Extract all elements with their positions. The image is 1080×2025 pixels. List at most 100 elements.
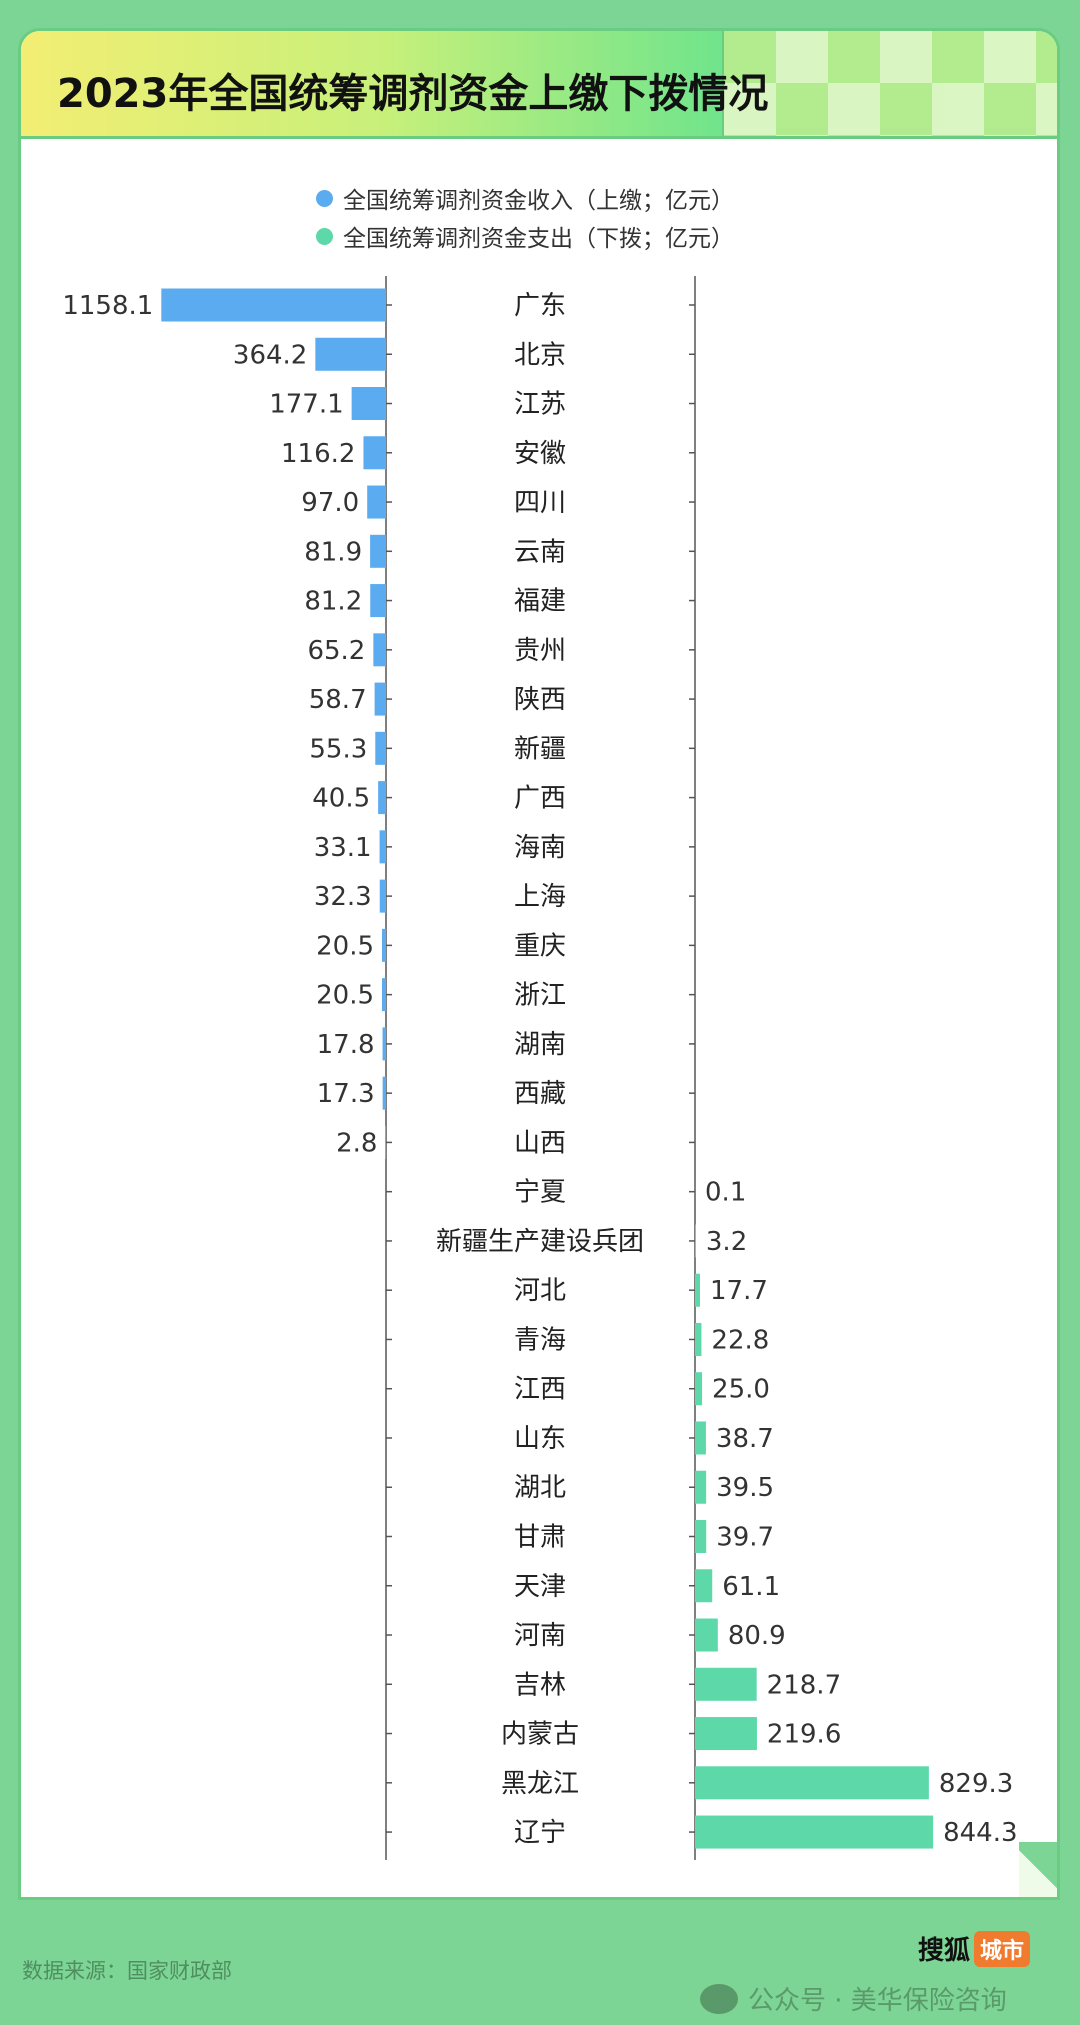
category-label: 江西 [514, 1375, 566, 1405]
expense-value-label: 844.3 [943, 1818, 1017, 1848]
expense-bar [695, 1372, 703, 1406]
category-label: 广西 [514, 784, 566, 814]
expense-bar [695, 1667, 757, 1701]
income-bar [374, 682, 386, 716]
income-bar [370, 584, 386, 618]
income-value-label: 17.3 [317, 1079, 375, 1109]
income-bar [382, 978, 386, 1012]
header-banner: 2023年全国统筹调剂资金上缴下拨情况 [21, 31, 1057, 139]
expense-bar [695, 1766, 929, 1800]
expense-value-label: 38.7 [716, 1424, 774, 1454]
expense-bar [695, 1520, 707, 1553]
income-bar [382, 928, 386, 962]
income-value-label: 17.8 [317, 1030, 375, 1060]
category-label: 新疆生产建设兵团 [436, 1227, 644, 1257]
expense-value-label: 80.9 [728, 1621, 786, 1651]
legend-income-dot [316, 189, 333, 207]
category-label: 黑龙江 [501, 1769, 579, 1799]
legend-expense-dot [316, 227, 333, 245]
expense-value-label: 39.7 [716, 1523, 774, 1553]
income-bar [161, 288, 386, 322]
expense-bar [695, 1273, 700, 1307]
income-value-label: 58.7 [309, 685, 367, 715]
income-value-label: 20.5 [316, 931, 374, 961]
chart-title: 2023年全国统筹调剂资金上缴下拨情况 [57, 71, 769, 117]
income-bar [382, 1076, 386, 1110]
category-label: 辽宁 [514, 1818, 566, 1848]
expense-value-label: 3.2 [706, 1227, 747, 1257]
category-label: 海南 [514, 833, 566, 863]
chart-card: 2023年全国统筹调剂资金上缴下拨情况 全国统筹调剂资金收入（上缴；亿元） 全国… [18, 28, 1060, 1900]
category-label: 甘肃 [514, 1523, 566, 1553]
expense-bar [695, 1618, 718, 1652]
income-bar [351, 387, 386, 421]
category-label: 湖南 [514, 1030, 566, 1060]
expense-value-label: 0.1 [705, 1178, 746, 1208]
expense-value-label: 219.6 [767, 1720, 841, 1750]
expense-bar [695, 1322, 702, 1356]
category-label: 新疆 [514, 734, 566, 764]
income-value-label: 2.8 [336, 1128, 377, 1158]
expense-value-label: 22.8 [711, 1325, 769, 1355]
income-value-label: 177.1 [269, 390, 343, 420]
category-label: 云南 [514, 537, 566, 567]
wechat-icon [700, 1983, 738, 2014]
expense-value-label: 61.1 [722, 1572, 780, 1602]
expense-bar [695, 1815, 934, 1849]
category-label: 内蒙古 [501, 1720, 579, 1750]
category-label: 青海 [514, 1325, 566, 1355]
expense-value-label: 218.7 [767, 1670, 841, 1700]
income-bar [373, 633, 386, 667]
expense-bar [695, 1421, 706, 1455]
category-label: 天津 [514, 1572, 566, 1602]
income-bar [315, 337, 386, 371]
category-label: 安徽 [514, 439, 566, 469]
income-value-label: 55.3 [309, 734, 367, 764]
income-bar [385, 1125, 386, 1159]
income-value-label: 116.2 [281, 439, 355, 469]
category-label: 宁夏 [514, 1178, 566, 1208]
category-label: 广东 [514, 291, 566, 321]
category-label: 北京 [514, 340, 566, 370]
income-value-label: 33.1 [314, 833, 372, 863]
category-label: 山东 [514, 1424, 566, 1454]
category-label: 四川 [514, 488, 566, 518]
checker-decoration [722, 31, 1057, 136]
category-label: 上海 [514, 882, 566, 912]
sohu-text: 搜狐 [918, 1936, 971, 1966]
category-label: 江苏 [514, 390, 566, 420]
category-label: 福建 [514, 587, 566, 617]
expense-value-label: 25.0 [712, 1375, 770, 1405]
expense-bar [695, 1569, 713, 1603]
category-label: 西藏 [514, 1079, 566, 1109]
category-label: 河北 [514, 1276, 566, 1306]
income-bar [367, 485, 386, 519]
category-label: 河南 [514, 1621, 566, 1651]
income-bar [363, 436, 386, 470]
income-bar [378, 781, 386, 815]
sohu-logo: 搜狐 城市 [918, 1930, 1031, 1967]
legend-income-label: 全国统筹调剂资金收入（上缴；亿元） [343, 188, 734, 214]
bar-chart: 广东 1158.1 北京 364.2 江苏 177.1 安徽 116.2 四川 97.0 云南 81.… [62, 276, 1018, 1861]
income-value-label: 97.0 [301, 488, 359, 518]
expense-bar [695, 1470, 707, 1504]
income-bar [379, 830, 386, 864]
category-label: 山西 [514, 1128, 566, 1158]
income-value-label: 364.2 [233, 340, 307, 370]
expense-value-label: 39.5 [716, 1473, 774, 1503]
page-fold-decoration [1019, 1842, 1057, 1897]
data-source: 数据来源：国家财政部 [22, 1959, 232, 1983]
expense-bar [695, 1224, 696, 1258]
legend-expense-label: 全国统筹调剂资金支出（下拨；亿元） [343, 226, 734, 252]
income-value-label: 20.5 [316, 981, 374, 1011]
income-bar [370, 534, 386, 568]
legend-expense: 全国统筹调剂资金支出（下拨；亿元） [316, 219, 734, 253]
income-bar [375, 731, 386, 765]
category-label: 贵州 [514, 636, 566, 666]
wechat-watermark: 公众号 · 美华保险咨询 [700, 1980, 1007, 2017]
income-value-label: 65.2 [307, 636, 365, 666]
income-bar [382, 1027, 386, 1061]
expense-value-label: 17.7 [710, 1276, 768, 1306]
category-label: 陕西 [514, 685, 566, 715]
category-label: 浙江 [514, 981, 566, 1011]
